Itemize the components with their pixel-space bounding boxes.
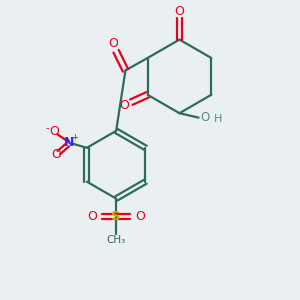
Text: O: O (135, 210, 145, 223)
Text: O: O (87, 210, 97, 223)
Text: -: - (46, 123, 49, 133)
Text: O: O (200, 111, 210, 124)
Text: O: O (51, 148, 61, 161)
Text: S: S (111, 210, 121, 223)
Text: O: O (175, 5, 184, 18)
Text: O: O (49, 125, 59, 138)
Text: N: N (64, 136, 74, 149)
Text: CH₃: CH₃ (106, 235, 126, 244)
Text: O: O (119, 99, 129, 112)
Text: O: O (108, 38, 118, 50)
Text: H: H (214, 114, 222, 124)
Text: +: + (71, 133, 78, 142)
